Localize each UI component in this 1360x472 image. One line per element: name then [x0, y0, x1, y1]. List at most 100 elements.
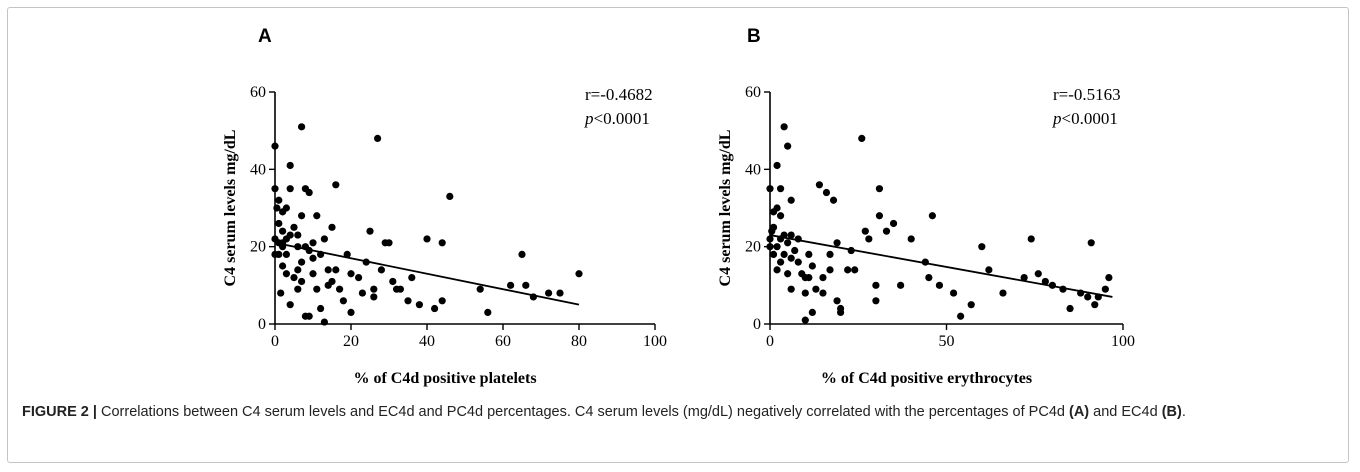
caption-text-3: .: [1181, 404, 1186, 420]
panel-letter: A: [258, 26, 272, 47]
caption-text-2: and EC4d: [1093, 404, 1158, 420]
data-point: [801, 289, 809, 297]
data-point: [277, 289, 285, 297]
data-point: [801, 316, 809, 324]
data-point: [826, 250, 834, 258]
data-point: [882, 227, 891, 235]
data-point: [294, 285, 302, 293]
data-point: [298, 123, 306, 131]
data-point: [780, 231, 788, 239]
data-point: [389, 277, 397, 286]
data-point: [286, 161, 294, 170]
data-point: [837, 304, 845, 313]
data-point: [872, 281, 880, 289]
data-point: [377, 266, 385, 274]
data-point: [294, 243, 302, 251]
data-point: [784, 270, 792, 278]
y-tick-label: 60: [745, 84, 761, 101]
data-point: [1091, 301, 1099, 309]
data-point: [978, 243, 986, 251]
data-point: [815, 181, 824, 189]
data-point: [957, 312, 965, 320]
data-point: [787, 196, 795, 204]
data-point: [320, 235, 328, 243]
data-point: [872, 297, 880, 305]
data-point: [1048, 281, 1056, 289]
data-point: [271, 185, 279, 193]
data-point: [812, 285, 820, 293]
figure-frame: [7, 7, 1349, 463]
data-point: [309, 270, 317, 278]
y-axis-title: C4 serum levels mg/dL: [717, 130, 734, 287]
panel-letter: B: [747, 26, 761, 47]
data-point: [328, 277, 336, 286]
x-tick-label: 100: [1111, 333, 1135, 350]
data-point: [415, 301, 423, 309]
y-axis-title: C4 serum levels mg/dL: [222, 130, 239, 287]
data-point: [438, 297, 446, 305]
data-point: [294, 266, 302, 274]
data-point: [336, 285, 344, 293]
data-point: [507, 281, 515, 289]
data-point: [1087, 239, 1095, 247]
y-tick-label: 40: [250, 161, 266, 178]
correlation-p-label: p<0.0001: [1052, 109, 1118, 128]
caption-text-1: Correlations between C4 serum levels and…: [101, 404, 1065, 420]
data-point: [309, 239, 317, 247]
data-point: [279, 243, 287, 251]
data-point: [776, 212, 785, 220]
data-point: [949, 289, 958, 297]
data-point: [925, 274, 933, 282]
data-point: [875, 185, 884, 193]
data-point: [286, 301, 294, 309]
data-point: [298, 212, 306, 220]
data-point: [851, 266, 859, 274]
data-point: [844, 266, 852, 274]
data-point: [928, 212, 936, 220]
data-point: [808, 308, 816, 316]
data-point: [766, 243, 774, 251]
data-point: [370, 285, 378, 293]
correlation-p-label: p<0.0001: [584, 109, 650, 128]
data-point: [1066, 304, 1074, 313]
data-point: [396, 285, 404, 293]
data-point: [545, 289, 553, 297]
data-point: [805, 274, 813, 282]
y-tick-label: 20: [250, 239, 266, 256]
y-tick-label: 20: [745, 239, 761, 256]
data-point: [339, 297, 347, 305]
data-point: [780, 123, 788, 131]
correlation-r-label: r=-0.5163: [1053, 85, 1121, 104]
data-point: [298, 258, 306, 266]
data-point: [275, 250, 283, 258]
chart-panel-a: A 0 20 40 60 0 20 40 60 80 100 % of C4d positive pl…: [222, 26, 667, 387]
data-point: [317, 250, 325, 258]
data-point: [1101, 285, 1109, 293]
data-point: [408, 274, 416, 282]
correlation-r-label: r=-0.4682: [585, 85, 653, 104]
data-point: [787, 231, 795, 239]
caption-ref-b: (B): [1161, 404, 1182, 420]
data-point: [875, 212, 884, 220]
data-point: [787, 285, 795, 293]
figure-caption: FIGURE 2 | Correlations between C4 serum…: [22, 402, 1332, 423]
data-point: [769, 250, 778, 258]
figure-svg: A 0 20 40 60 0 20 40 60 80 100 % of C4d positive pl…: [222, 26, 1135, 387]
data-point: [829, 196, 838, 204]
data-point: [298, 277, 306, 286]
data-point: [309, 254, 317, 262]
data-point: [819, 289, 827, 297]
data-point: [794, 258, 802, 266]
data-point: [819, 274, 827, 282]
data-point: [476, 285, 484, 293]
data-point: [282, 270, 290, 278]
x-axis-title: % of C4d positive platelets: [353, 370, 536, 387]
data-point: [833, 297, 841, 305]
data-point: [1084, 293, 1092, 301]
y-tick-label: 0: [753, 316, 761, 333]
data-point: [784, 142, 792, 150]
data-point: [847, 246, 855, 255]
data-point: [282, 250, 290, 258]
x-tick-label: 100: [643, 333, 667, 350]
data-point: [833, 239, 841, 247]
